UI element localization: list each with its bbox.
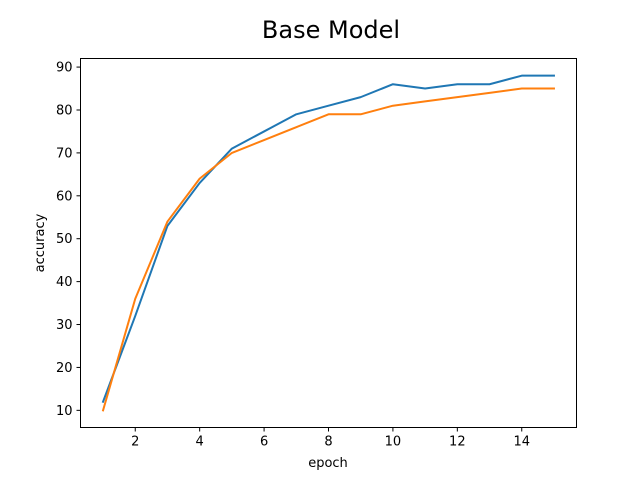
y-tick-label: 30	[56, 318, 73, 333]
y-tick-label: 20	[56, 361, 73, 376]
x-axis-label: epoch	[308, 456, 348, 471]
y-tick-label: 90	[56, 61, 73, 76]
chart-title: Base Model	[262, 16, 400, 44]
series-line-1	[101, 74, 555, 404]
y-tick-label: 50	[56, 232, 73, 247]
x-tick-label: 10	[385, 435, 402, 450]
series-line-2	[101, 87, 555, 412]
x-tick-label: 4	[196, 435, 204, 450]
y-axis: 10 20 30 40 50 60 70 80 90	[56, 61, 81, 419]
y-tick-label: 40	[56, 275, 73, 290]
x-tick-label: 2	[131, 435, 139, 450]
plot-area	[101, 74, 555, 412]
y-tick-label: 60	[56, 189, 73, 204]
y-tick-label: 80	[56, 103, 73, 118]
y-tick-label: 10	[56, 404, 73, 419]
x-tick-label: 14	[513, 435, 530, 450]
x-tick-label: 8	[324, 435, 332, 450]
x-tick-label: 12	[449, 435, 466, 450]
y-tick-label: 70	[56, 146, 73, 161]
y-axis-label: accuracy	[33, 213, 48, 272]
x-tick-label: 6	[260, 435, 268, 450]
x-axis: 2 4 6 8 10 12 14	[131, 427, 530, 450]
